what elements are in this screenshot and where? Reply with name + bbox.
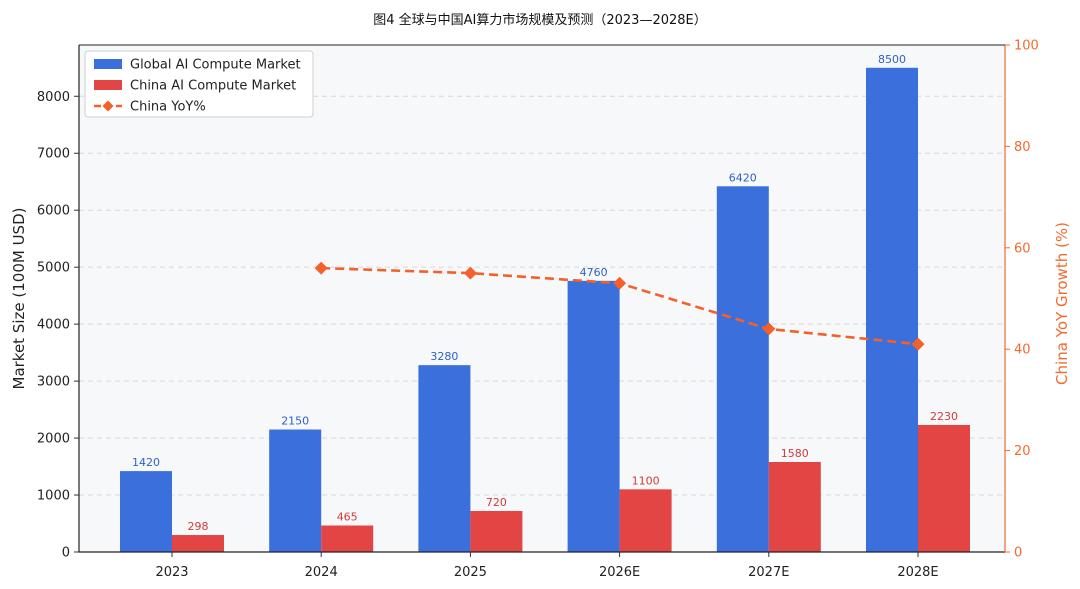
legend-label: China YoY% bbox=[130, 100, 206, 115]
global-bar-label: 4760 bbox=[580, 266, 608, 279]
y-tick-label: 1000 bbox=[37, 489, 70, 504]
global-bar bbox=[418, 365, 471, 552]
china-bar-label: 720 bbox=[486, 496, 507, 509]
y2-tick-label: 80 bbox=[1014, 140, 1031, 155]
global-bar-label: 1420 bbox=[132, 456, 160, 469]
legend-swatch bbox=[94, 80, 122, 90]
y2-tick-label: 100 bbox=[1014, 39, 1039, 54]
y-tick-label: 6000 bbox=[37, 204, 70, 219]
y-tick-label: 7000 bbox=[37, 147, 70, 162]
legend-label: Global AI Compute Market bbox=[130, 58, 301, 73]
x-tick-label: 2028E bbox=[897, 565, 938, 580]
y-tick-label: 4000 bbox=[37, 318, 70, 333]
legend-label: China AI Compute Market bbox=[130, 79, 296, 94]
yoy-marker bbox=[613, 276, 627, 290]
china-bar-label: 465 bbox=[337, 511, 358, 524]
global-bar-label: 8500 bbox=[878, 53, 906, 66]
y-tick-label: 8000 bbox=[37, 90, 70, 105]
y-tick-label: 2000 bbox=[37, 432, 70, 447]
china-bar bbox=[172, 535, 224, 552]
yoy-marker bbox=[911, 337, 925, 351]
x-tick-label: 2027E bbox=[748, 565, 789, 580]
china-bar bbox=[321, 525, 374, 552]
x-tick-label: 2026E bbox=[599, 565, 640, 580]
plot-area: 0 1000 2000 3000 4000 5000 6000 7000 8000 0 20 40 60… bbox=[10, 39, 1071, 581]
x-tick-label: 2024 bbox=[305, 565, 338, 580]
global-bar bbox=[120, 471, 172, 552]
plot-background bbox=[79, 45, 1005, 552]
global-bar-label: 2150 bbox=[281, 415, 309, 428]
china-bar-label: 2230 bbox=[930, 410, 958, 423]
global-bar bbox=[716, 186, 769, 552]
y-axis-title: Market Size (100M USD) bbox=[10, 208, 28, 390]
china-bar bbox=[768, 461, 821, 552]
y-tick-label: 5000 bbox=[37, 261, 70, 276]
china-bar-label: 298 bbox=[188, 520, 209, 533]
global-bar bbox=[567, 280, 620, 552]
global-bar bbox=[269, 429, 322, 552]
yoy-marker bbox=[762, 322, 776, 336]
y2-axis-title: China YoY Growth (%) bbox=[1053, 222, 1071, 385]
legend-box bbox=[84, 50, 314, 118]
global-bar bbox=[866, 67, 918, 553]
china-bar-label: 1580 bbox=[781, 447, 809, 460]
china-bar bbox=[918, 424, 970, 552]
y2-tick-label: 20 bbox=[1014, 444, 1031, 459]
china-bar bbox=[470, 510, 523, 552]
legend-marker bbox=[102, 100, 114, 112]
y2-tick-label: 0 bbox=[1014, 546, 1022, 561]
y-tick-label: 3000 bbox=[37, 375, 70, 390]
global-bar-label: 3280 bbox=[430, 350, 458, 363]
y2-tick-label: 40 bbox=[1014, 343, 1031, 358]
chart-title: 图4 全球与中国AI算力市场规模及预测（2023—2028E） bbox=[373, 12, 707, 28]
x-tick-label: 2023 bbox=[155, 565, 188, 580]
china-bar bbox=[619, 489, 672, 552]
y-tick-label: 0 bbox=[62, 546, 70, 561]
legend-swatch bbox=[94, 59, 122, 69]
x-tick-label: 2025 bbox=[454, 565, 487, 580]
yoy-marker bbox=[463, 266, 477, 280]
y2-tick-label: 60 bbox=[1014, 241, 1031, 256]
global-bar-label: 6420 bbox=[729, 171, 757, 184]
yoy-marker bbox=[314, 261, 328, 275]
china-bar-label: 1100 bbox=[632, 474, 660, 487]
